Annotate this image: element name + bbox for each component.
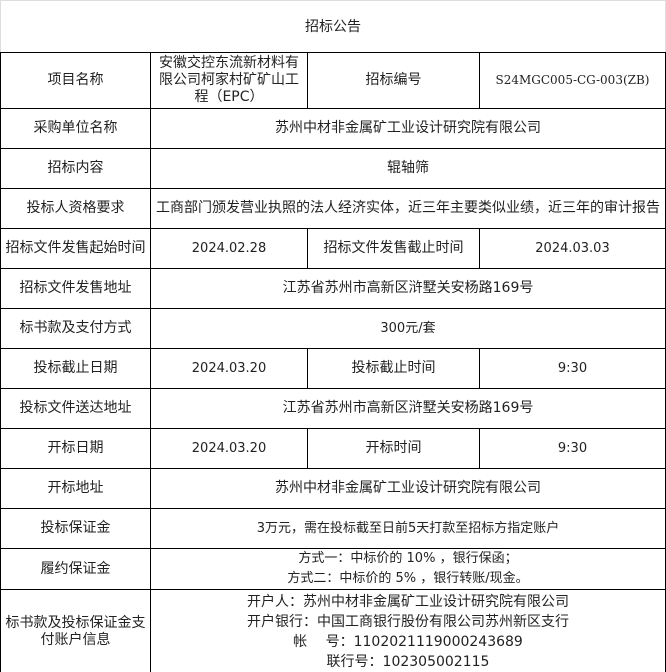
label: 开标日期: [0, 428, 151, 469]
doc-fee-value: 300元/套: [150, 308, 666, 349]
project-name-value: 安徽交控东流新材料有限公司柯家村矿矿山工程（EPC）: [150, 52, 308, 109]
tender-no-value: S24MGC005-CG-003(ZB): [479, 52, 666, 109]
label: 履约保证金: [0, 548, 151, 590]
label: 招标文件发售起始时间: [0, 228, 151, 269]
label: 标书款及投标保证金支付账户信息: [0, 589, 151, 672]
opening-date-value: 2024.03.20: [150, 428, 308, 469]
label: 开标时间: [307, 428, 480, 469]
opening-time-value: 9:30: [479, 428, 666, 469]
text-line: 方式一：中标价的 10% ，银行保函；: [298, 551, 518, 566]
text-line: 联行号：102305002115: [326, 653, 490, 670]
label: 投标人资格要求: [0, 188, 151, 229]
bid-deadline-time-value: 9:30: [479, 348, 666, 389]
table-row: 采购单位名称 苏州中材非金属矿工业设计研究院有限公司: [0, 108, 666, 149]
text-line: 方式二：中标价的 5% ，银行转账/现金。: [287, 571, 529, 586]
opening-address-value: 苏州中材非金属矿工业设计研究院有限公司: [150, 468, 666, 509]
bid-bond-value: 3万元，需在投标截至日前5天打款至招标方指定账户: [150, 508, 666, 549]
table-row: 投标人资格要求 工商部门颁发营业执照的法人经济实体，近三年主要类似业绩，近三年的…: [0, 188, 666, 229]
table-row: 招标文件发售起始时间 2024.02.28 招标文件发售截止时间 2024.03…: [0, 228, 666, 269]
table-row: 标书款及支付方式 300元/套: [0, 308, 666, 349]
page-title: 招标公告: [0, 0, 666, 52]
table-row: 投标截止日期 2024.03.20 投标截止时间 9:30: [0, 348, 666, 389]
bid-delivery-address-value: 江苏省苏州市高新区浒墅关安杨路169号: [150, 388, 666, 429]
qualification-value: 工商部门颁发营业执照的法人经济实体，近三年主要类似业绩，近三年的审计报告: [150, 188, 666, 229]
table-row: 投标保证金 3万元，需在投标截至日前5天打款至招标方指定账户: [0, 508, 666, 549]
text-line: 开户人：苏州中材非金属矿工业设计研究院有限公司: [247, 593, 569, 610]
doc-sale-address-value: 江苏省苏州市高新区浒墅关安杨路169号: [150, 268, 666, 309]
text-line: 帐 号：1102021119000243689: [293, 633, 523, 650]
account-value: 开户人：苏州中材非金属矿工业设计研究院有限公司 开户银行：中国工商银行股份有限公…: [150, 589, 666, 672]
label: 投标截止时间: [307, 348, 480, 389]
tender-table: 项目名称 安徽交控东流新材料有限公司柯家村矿矿山工程（EPC） 招标编号 S24…: [0, 52, 666, 672]
purchaser-value: 苏州中材非金属矿工业设计研究院有限公司: [150, 108, 666, 149]
label: 项目名称: [0, 52, 151, 109]
text-line: 开户银行：中国工商银行股份有限公司苏州新区支行: [247, 613, 569, 630]
content-value: 辊轴筛: [150, 148, 666, 189]
bid-deadline-date-value: 2024.03.20: [150, 348, 308, 389]
doc-sale-start-value: 2024.02.28: [150, 228, 308, 269]
label: 投标保证金: [0, 508, 151, 549]
performance-bond-value: 方式一：中标价的 10% ，银行保函； 方式二：中标价的 5% ，银行转账/现金…: [150, 548, 666, 590]
table-row: 招标内容 辊轴筛: [0, 148, 666, 189]
label: 招标编号: [307, 52, 480, 109]
table-row: 项目名称 安徽交控东流新材料有限公司柯家村矿矿山工程（EPC） 招标编号 S24…: [0, 52, 666, 109]
table-row: 标书款及投标保证金支付账户信息 开户人：苏州中材非金属矿工业设计研究院有限公司 …: [0, 589, 666, 672]
table-row: 招标文件发售地址 江苏省苏州市高新区浒墅关安杨路169号: [0, 268, 666, 309]
table-row: 履约保证金 方式一：中标价的 10% ，银行保函； 方式二：中标价的 5% ，银…: [0, 548, 666, 590]
label: 招标内容: [0, 148, 151, 189]
label: 投标文件送达地址: [0, 388, 151, 429]
table-row: 开标日期 2024.03.20 开标时间 9:30: [0, 428, 666, 469]
label: 采购单位名称: [0, 108, 151, 149]
label: 招标文件发售地址: [0, 268, 151, 309]
label: 标书款及支付方式: [0, 308, 151, 349]
label: 开标地址: [0, 468, 151, 509]
label: 招标文件发售截止时间: [307, 228, 480, 269]
table-row: 开标地址 苏州中材非金属矿工业设计研究院有限公司: [0, 468, 666, 509]
table-row: 投标文件送达地址 江苏省苏州市高新区浒墅关安杨路169号: [0, 388, 666, 429]
doc-sale-end-value: 2024.03.03: [479, 228, 666, 269]
label: 投标截止日期: [0, 348, 151, 389]
